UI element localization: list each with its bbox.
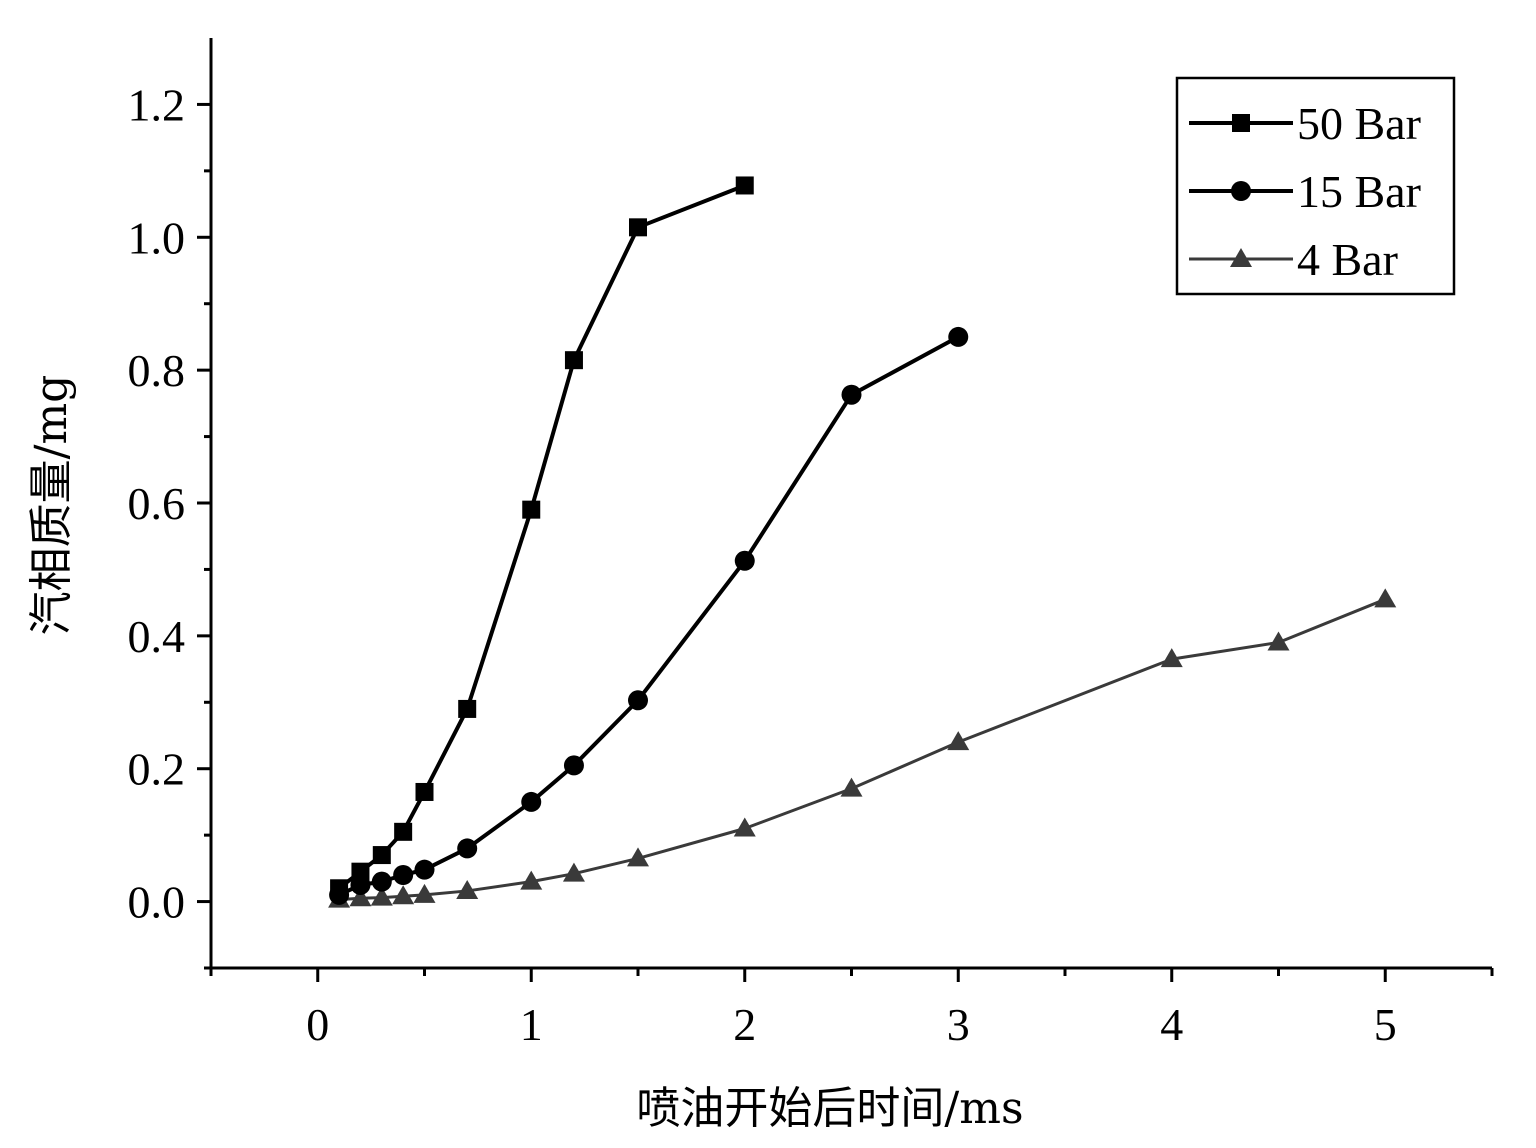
data-point-4-bar	[562, 862, 585, 882]
axes: 0.0 0.2 0.4 0.6 0.8 1.0 1.2 0 1 2 3 4 5	[128, 38, 1494, 1050]
plot-series	[328, 176, 1397, 908]
y-tick-label: 0.0	[128, 877, 186, 928]
y-tick-label: 1.2	[128, 79, 186, 130]
data-point-4-bar	[520, 870, 543, 890]
data-point-4-bar	[1374, 588, 1397, 608]
data-point-50-bar	[415, 782, 434, 801]
data-point-4-bar	[370, 886, 393, 906]
data-point-15-bar	[628, 690, 648, 711]
data-point-50-bar	[629, 218, 647, 237]
series-4-bar	[328, 588, 1397, 908]
data-point-15-bar	[371, 871, 392, 892]
data-point-4-bar	[1160, 648, 1183, 668]
y-tick-label: 0.8	[128, 345, 186, 396]
data-point-50-bar	[351, 862, 370, 881]
x-tick-label: 5	[1374, 999, 1397, 1050]
data-point-4-bar	[733, 817, 756, 837]
data-point-50-bar	[564, 351, 583, 370]
x-tick-label: 0	[306, 999, 329, 1050]
series-line-4-bar	[339, 597, 1386, 902]
data-point-4-bar	[627, 847, 649, 867]
data-point-50-bar	[458, 699, 477, 718]
data-point-15-bar	[414, 859, 435, 880]
legend-item-15-bar: 15 Bar	[1189, 166, 1421, 217]
data-point-15-bar	[457, 838, 478, 859]
data-point-15-bar	[563, 755, 584, 776]
series-line-50-bar	[337, 183, 746, 890]
legend-marker	[1230, 248, 1252, 267]
legend-label: 15 Bar	[1297, 166, 1421, 217]
data-point-50-bar	[735, 176, 754, 195]
y-tick-label: 0.2	[128, 744, 186, 795]
legend-label: 50 Bar	[1297, 98, 1421, 149]
x-tick-label: 1	[520, 999, 543, 1050]
legend-item-50-bar: 50 Bar	[1189, 98, 1421, 149]
y-tick-label: 1.0	[128, 212, 186, 263]
x-tick-label: 2	[733, 999, 756, 1050]
data-point-15-bar	[948, 326, 969, 347]
data-point-4-bar	[840, 777, 863, 797]
data-point-50-bar	[372, 846, 391, 865]
data-point-15-bar	[393, 865, 414, 885]
x-tick-label: 3	[947, 999, 970, 1050]
data-point-4-bar	[392, 885, 415, 905]
data-point-15-bar	[521, 791, 542, 812]
y-axis-title: 汽相质量/mg	[26, 375, 77, 636]
legend-label: 4 Bar	[1297, 234, 1398, 285]
y-tick-label: 0.4	[128, 611, 186, 662]
data-point-50-bar	[522, 500, 541, 519]
data-point-50-bar	[394, 822, 413, 841]
data-point-15-bar	[734, 550, 755, 571]
data-point-15-bar	[841, 384, 862, 405]
x-tick-label: 4	[1160, 999, 1183, 1050]
data-point-4-bar	[1267, 631, 1290, 651]
legend-marker	[1232, 114, 1250, 132]
data-point-4-bar	[456, 879, 479, 899]
data-point-4-bar	[947, 731, 970, 751]
legend-item-4-bar: 4 Bar	[1189, 234, 1398, 285]
y-tick-label: 0.6	[128, 478, 186, 529]
series-line-15-bar	[338, 335, 960, 897]
x-axis-title: 喷油开始后时间/ms	[636, 1083, 1023, 1134]
data-point-4-bar	[349, 887, 372, 907]
series-15-bar	[329, 326, 969, 905]
data-point-50-bar	[330, 879, 349, 898]
data-point-4-bar	[413, 883, 436, 903]
legend-marker	[1231, 181, 1251, 201]
series-50-bar	[330, 176, 754, 898]
legend: 50 Bar 15 Bar 4 Bar	[1175, 76, 1456, 296]
